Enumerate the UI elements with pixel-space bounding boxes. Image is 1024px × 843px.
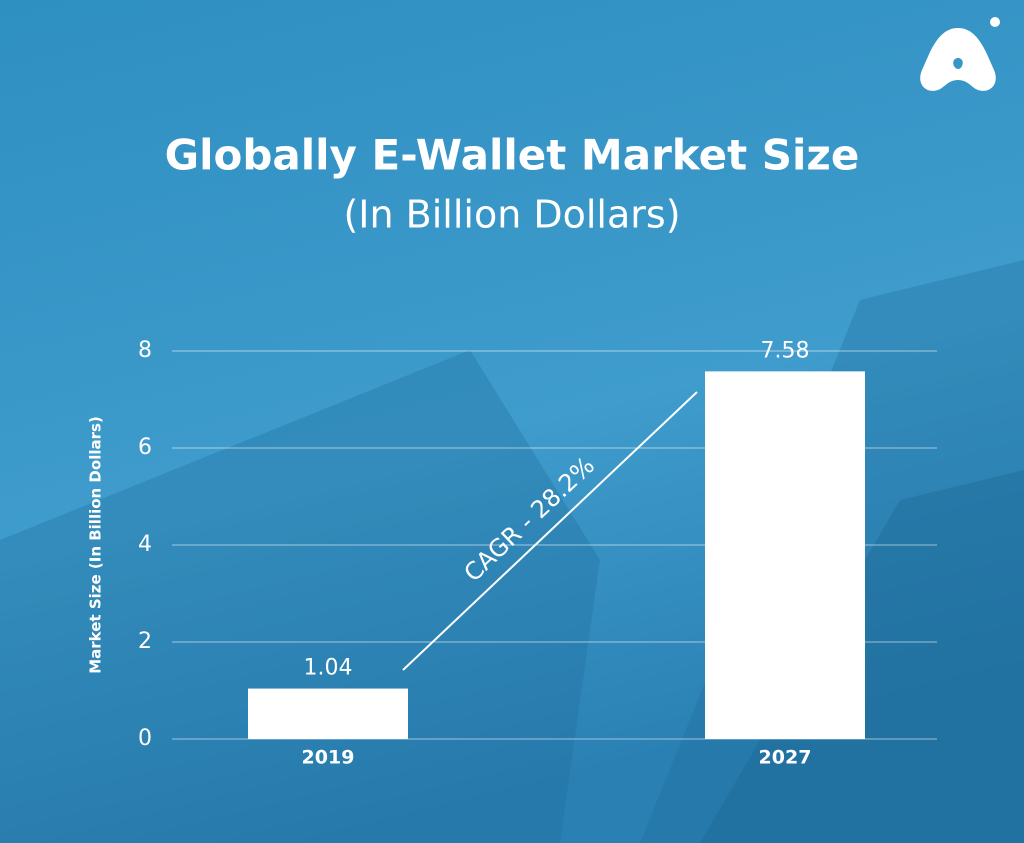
y-axis-label: Market Size (In Billion Dollars) — [87, 416, 105, 674]
y-tick-label: 8 — [138, 338, 152, 363]
value-label: 7.58 — [761, 338, 810, 363]
y-tick-label: 6 — [138, 435, 152, 460]
logo — [920, 17, 1000, 91]
building — [0, 350, 600, 843]
chart-subtitle: (In Billion Dollars) — [343, 193, 680, 237]
x-tick-label: 2019 — [302, 747, 355, 769]
cagr-line — [402, 391, 698, 671]
chart-title: Globally E-Wallet Market Size — [165, 131, 860, 180]
y-tick-label: 4 — [138, 532, 152, 557]
x-tick-label: 2027 — [759, 747, 812, 769]
value-label: 1.04 — [304, 656, 353, 681]
y-tick-label: 2 — [138, 629, 152, 654]
bar — [705, 371, 865, 739]
bar — [248, 688, 408, 739]
y-tick-label: 0 — [138, 726, 152, 751]
